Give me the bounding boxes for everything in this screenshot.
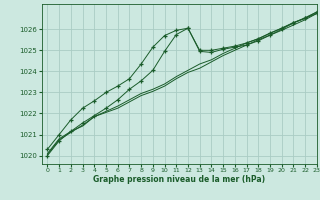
X-axis label: Graphe pression niveau de la mer (hPa): Graphe pression niveau de la mer (hPa) <box>93 175 265 184</box>
